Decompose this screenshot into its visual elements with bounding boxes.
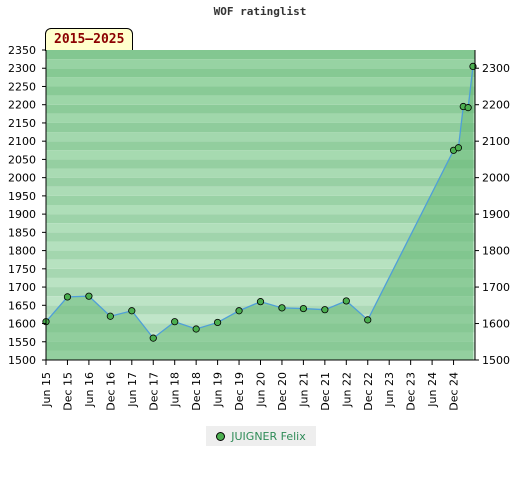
y-tick-label-right: 2200: [482, 99, 510, 112]
x-tick-label: Dec 18: [190, 372, 203, 411]
x-tick-label: Jun 19: [212, 372, 225, 408]
data-point: [128, 307, 136, 315]
grid-band: [46, 232, 475, 242]
data-point: [364, 316, 372, 324]
grid-band: [46, 141, 475, 151]
data-point: [106, 312, 114, 320]
x-tick-label: Jun 23: [383, 372, 396, 408]
grid-band: [46, 186, 475, 196]
y-tick-label-left: 2200: [8, 99, 36, 112]
y-tick-label-left: 1550: [8, 336, 36, 349]
y-tick-label-left: 1650: [8, 299, 36, 312]
grid-band: [46, 159, 475, 169]
grid-band: [46, 77, 475, 87]
y-tick-label-right: 2100: [482, 135, 510, 148]
y-tick-label-left: 2350: [8, 44, 36, 57]
grid-band: [46, 250, 475, 260]
x-tick-label: Jun 20: [255, 372, 268, 408]
legend-label: JUIGNER Felix: [231, 429, 306, 443]
x-tick-label: Jun 15: [40, 372, 53, 408]
y-tick-label-right: 2300: [482, 62, 510, 75]
y-tick-label-left: 1750: [8, 263, 36, 276]
y-tick-label-left: 1600: [8, 318, 36, 331]
data-point: [149, 334, 157, 342]
y-tick-label-left: 2000: [8, 172, 36, 185]
grid-band: [46, 277, 475, 288]
x-tick-label: Dec 16: [104, 372, 117, 411]
grid-band: [46, 86, 475, 96]
x-tick-label: Dec 22: [362, 372, 375, 411]
x-tick-label: Dec 19: [233, 372, 246, 411]
grid-band: [46, 214, 475, 224]
data-point: [171, 318, 179, 326]
grid-band: [46, 59, 475, 69]
y-tick-label-left: 1800: [8, 245, 36, 258]
grid-band: [46, 113, 475, 123]
x-tick-label: Dec 20: [276, 372, 289, 411]
grid-band: [46, 287, 475, 297]
y-tick-label-left: 2050: [8, 153, 36, 166]
grid-band: [46, 95, 475, 105]
grid-band: [46, 223, 475, 233]
data-point: [85, 292, 93, 300]
grid-band: [46, 132, 475, 142]
data-point: [63, 293, 72, 301]
grid-band: [46, 268, 475, 278]
data-point: [214, 318, 222, 327]
grid-band: [46, 177, 475, 187]
y-tick-label-left: 1500: [8, 354, 36, 367]
y-tick-label-left: 2250: [8, 80, 36, 93]
y-tick-label-left: 2100: [8, 135, 36, 148]
grid-band: [46, 195, 475, 205]
y-tick-label-left: 2300: [8, 62, 36, 75]
grid-band: [46, 168, 475, 178]
y-tick-label-right: 1600: [482, 318, 510, 331]
data-point: [235, 307, 243, 315]
grid-band: [46, 50, 475, 60]
grid-band: [46, 122, 475, 133]
y-tick-label-left: 1700: [8, 281, 36, 294]
data-point: [192, 325, 200, 333]
y-tick-label-left: 1900: [8, 208, 36, 221]
y-tick-label-right: 1700: [482, 281, 510, 294]
data-point: [321, 306, 329, 314]
data-point: [454, 144, 463, 152]
chart-title: WOF ratinglist: [213, 5, 307, 18]
y-tick-label-left: 1950: [8, 190, 36, 203]
grid-band: [46, 68, 475, 78]
y-tick-label-right: 1800: [482, 245, 510, 258]
grid-band: [46, 150, 475, 160]
y-tick-label-right: 1900: [482, 208, 510, 221]
x-tick-label: Jun 18: [169, 372, 182, 408]
x-tick-label: Dec 15: [61, 372, 74, 411]
x-tick-label: Jun 16: [83, 372, 96, 408]
x-tick-label: Dec 24: [448, 372, 461, 411]
x-tick-label: Dec 17: [147, 372, 160, 411]
data-point: [256, 298, 265, 306]
grid-band: [46, 259, 475, 269]
data-point: [464, 104, 472, 112]
x-tick-label: Jun 22: [340, 372, 353, 408]
data-point: [278, 304, 286, 312]
y-tick-label-right: 1500: [482, 354, 510, 367]
grid-band: [46, 241, 475, 251]
x-tick-label: Jun 21: [297, 372, 310, 408]
x-tick-label: Dec 23: [405, 372, 418, 411]
y-tick-label-left: 1850: [8, 226, 36, 239]
grid-band: [46, 104, 475, 114]
legend[interactable]: JUIGNER Felix: [206, 426, 316, 446]
y-tick-label-right: 2000: [482, 172, 510, 185]
x-tick-label: Jun 17: [126, 372, 139, 408]
grid-band: [46, 205, 475, 215]
y-tick-label-left: 2150: [8, 117, 36, 130]
x-tick-label: Jun 24: [426, 372, 439, 408]
series-area: [46, 66, 473, 360]
data-point: [342, 297, 350, 305]
data-point: [299, 304, 307, 313]
legend-marker: [216, 431, 226, 441]
x-tick-label: Dec 21: [319, 372, 332, 411]
